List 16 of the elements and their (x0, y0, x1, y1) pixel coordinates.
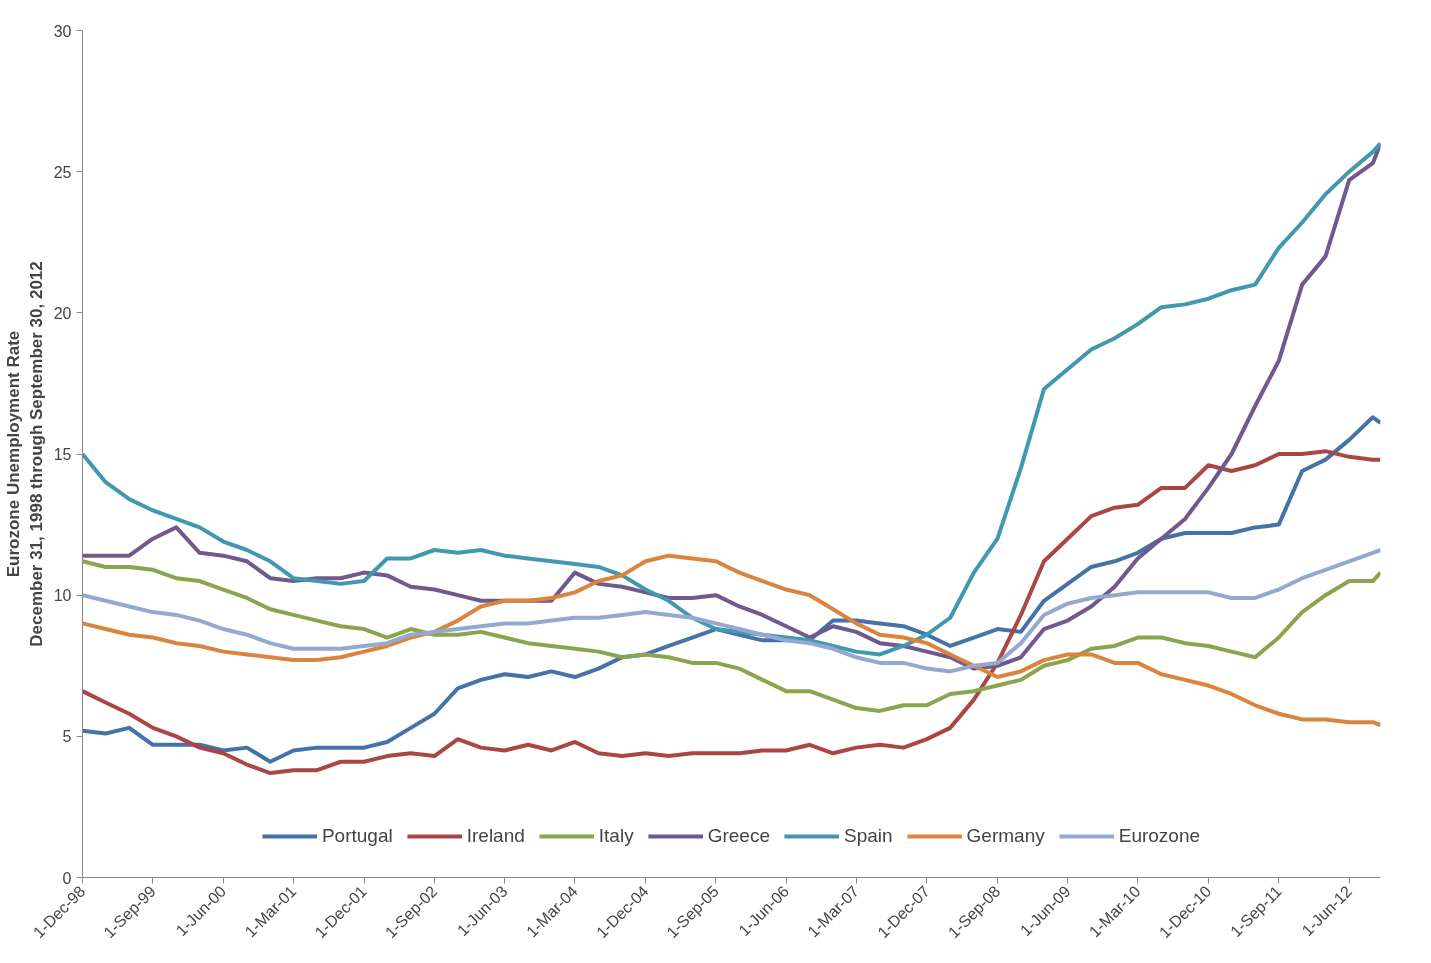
y-tick-label: 25 (53, 163, 72, 181)
legend-label: Italy (598, 825, 634, 847)
legend-label: Germany (966, 825, 1045, 847)
y-axis-title: Eurozone Unemployment Rate December 31, 1998 through September 30, 2012 (3, 261, 46, 647)
y-tick-label: 0 (62, 869, 72, 887)
legend-label: Ireland (466, 825, 525, 847)
legend-label: Portugal (321, 825, 393, 847)
legend-label: Greece (707, 825, 770, 847)
y-tick-label: 30 (53, 22, 72, 40)
y-tick-label: 15 (53, 446, 72, 463)
y-tick-label: 20 (53, 304, 72, 322)
y-tick-label: 10 (53, 587, 72, 605)
legend-label: Eurozone (1118, 825, 1201, 847)
legend-label: Spain (843, 825, 893, 847)
y-tick-label: 5 (62, 728, 72, 746)
line-series (82, 547, 1381, 674)
